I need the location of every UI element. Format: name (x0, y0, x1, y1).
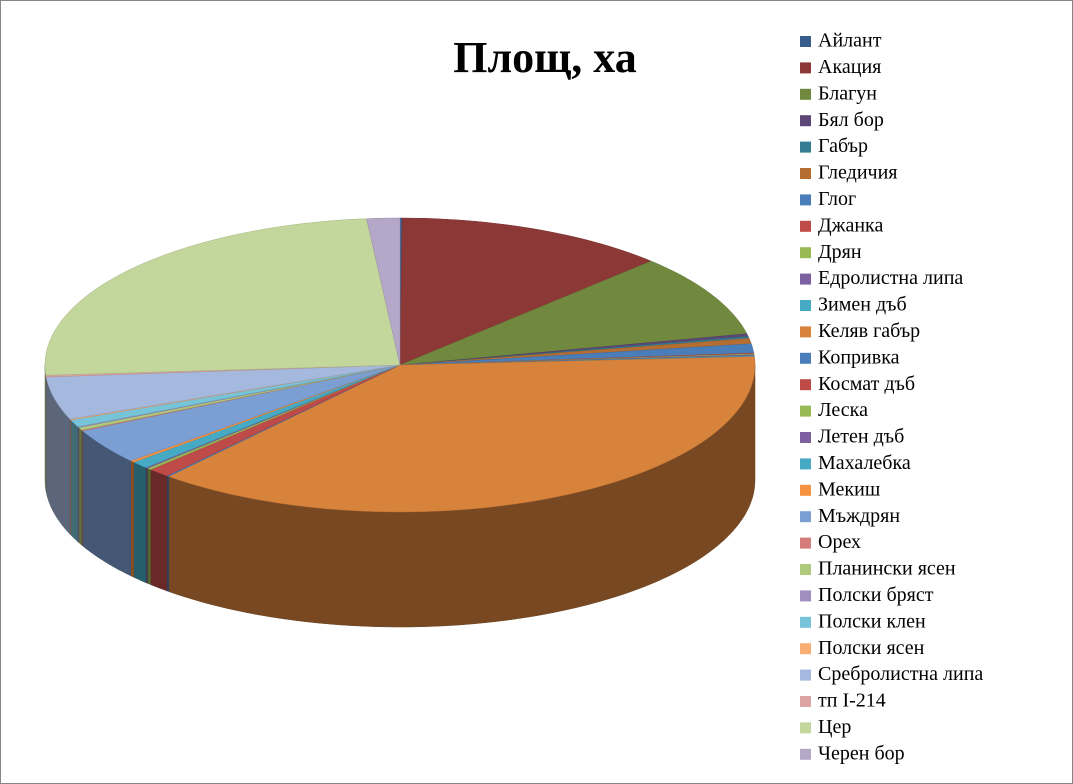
legend-swatch (800, 616, 811, 628)
legend-swatch (800, 405, 811, 417)
legend-label: Мъждрян (818, 505, 900, 527)
legend-swatch (800, 168, 811, 179)
legend-label: Цер (818, 716, 851, 738)
pie-slice (45, 364, 401, 420)
legend-label: Гледичия (818, 162, 898, 184)
legend-label: тп I-214 (818, 690, 886, 712)
pie-slice (44, 218, 401, 376)
legend-swatch (800, 722, 811, 734)
legend-label: Габър (818, 135, 868, 157)
legend-label: Зимен дъб (818, 294, 907, 316)
legend-swatch (800, 141, 811, 153)
pie-slice (82, 364, 401, 462)
legend-swatch (800, 300, 811, 311)
legend-swatch (800, 696, 811, 707)
legend-swatch (800, 115, 811, 127)
pie-side (70, 419, 79, 543)
pie-slice (366, 217, 401, 366)
legend-swatch (800, 564, 811, 575)
legend-swatch (800, 537, 811, 549)
pie-side (166, 475, 169, 592)
legend-label: Космат дъб (818, 373, 915, 395)
legend-swatch (800, 36, 811, 47)
pie-slice (399, 217, 652, 366)
legend-swatch (800, 247, 811, 259)
legend-label: Едролистна липа (818, 267, 963, 289)
legend-swatch (800, 88, 811, 100)
pie-side (147, 467, 151, 585)
legend-label: Джанка (818, 214, 883, 236)
legend-swatch (800, 432, 811, 443)
legend-swatch (800, 62, 811, 74)
legend-swatch (800, 590, 811, 602)
legend-label: Глог (818, 188, 856, 210)
legend-swatch (800, 748, 811, 760)
legend-swatch (800, 194, 811, 206)
legend-label: Черен бор (818, 742, 905, 764)
legend-swatch (800, 643, 811, 655)
pie-tops (44, 217, 756, 513)
legend-label: Летен дъб (818, 426, 904, 448)
pie-side (44, 364, 47, 491)
pie-slice (399, 260, 748, 366)
legend-label: Дрян (818, 241, 862, 263)
legend-label: Махалебка (818, 452, 911, 474)
legend-swatch (800, 458, 811, 470)
legend-swatch (800, 379, 811, 391)
legend-label: Мекиш (818, 478, 881, 500)
legend-swatch (800, 326, 811, 338)
legend-swatch (800, 669, 811, 681)
legend-label: Леска (818, 399, 868, 421)
legend-label: Сребролистна липа (818, 663, 983, 685)
legend-label: Копривка (818, 346, 900, 368)
pie-side (133, 461, 147, 583)
legend-label: Орех (818, 531, 861, 553)
pie-side (130, 460, 134, 578)
legend-swatch (800, 273, 811, 285)
legend-label: Келяв габър (818, 320, 920, 342)
legend-swatch (800, 220, 811, 232)
pie-slice (167, 356, 756, 513)
legend-label: Акация (818, 56, 881, 78)
legend-label: Полски бряст (818, 584, 934, 606)
pie-side (78, 427, 82, 546)
legend-label: Айлант (818, 30, 882, 52)
legend-swatch (800, 484, 811, 496)
legend-label: Планински ясен (818, 558, 956, 580)
chart-title: Площ, ха (453, 33, 636, 82)
legend-swatch (800, 511, 811, 523)
legend-swatch (800, 352, 811, 364)
legend-label: Благун (818, 82, 877, 104)
legend: Айлант Акация Благун Бял бор Габър Гледичия Гл… (800, 30, 983, 764)
legend-label: Полски клен (818, 610, 926, 632)
legend-label: Бял бор (818, 109, 884, 131)
pie-side (150, 469, 168, 592)
legend-label: Полски ясен (818, 637, 925, 659)
